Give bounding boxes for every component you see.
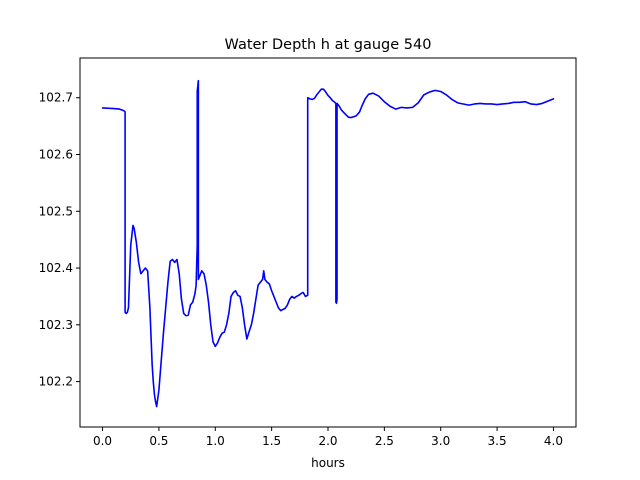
y-tick-label: 102.3 (39, 318, 73, 332)
x-tick-label: 0.5 (149, 434, 168, 448)
x-tick-label: 2.0 (318, 434, 337, 448)
y-tick-label: 102.5 (39, 204, 73, 218)
x-tick-label: 2.5 (375, 434, 394, 448)
x-axis-title: hours (311, 456, 345, 470)
series-line-1 (101, 79, 555, 408)
y-tick-label: 102.7 (39, 91, 73, 105)
x-tick-label: 1.0 (206, 434, 225, 448)
x-tick-label: 0.0 (93, 434, 112, 448)
chart-title: Water Depth h at gauge 540 (225, 37, 432, 53)
y-tick-label: 102.6 (39, 148, 73, 162)
data-layer (101, 79, 555, 408)
x-tick-label: 1.5 (262, 434, 281, 448)
x-axis: 0.0 0.5 1.0 1.5 2.0 2.5 3.0 3.5 4.0 (93, 427, 563, 448)
y-tick-label: 102.2 (39, 375, 73, 389)
x-tick-label: 3.5 (488, 434, 507, 448)
x-tick-label: 3.0 (431, 434, 450, 448)
y-tick-label: 102.4 (39, 261, 73, 275)
y-axis: 102.2 102.3 102.4 102.5 102.6 102.7 (39, 91, 80, 389)
x-tick-label: 4.0 (544, 434, 563, 448)
